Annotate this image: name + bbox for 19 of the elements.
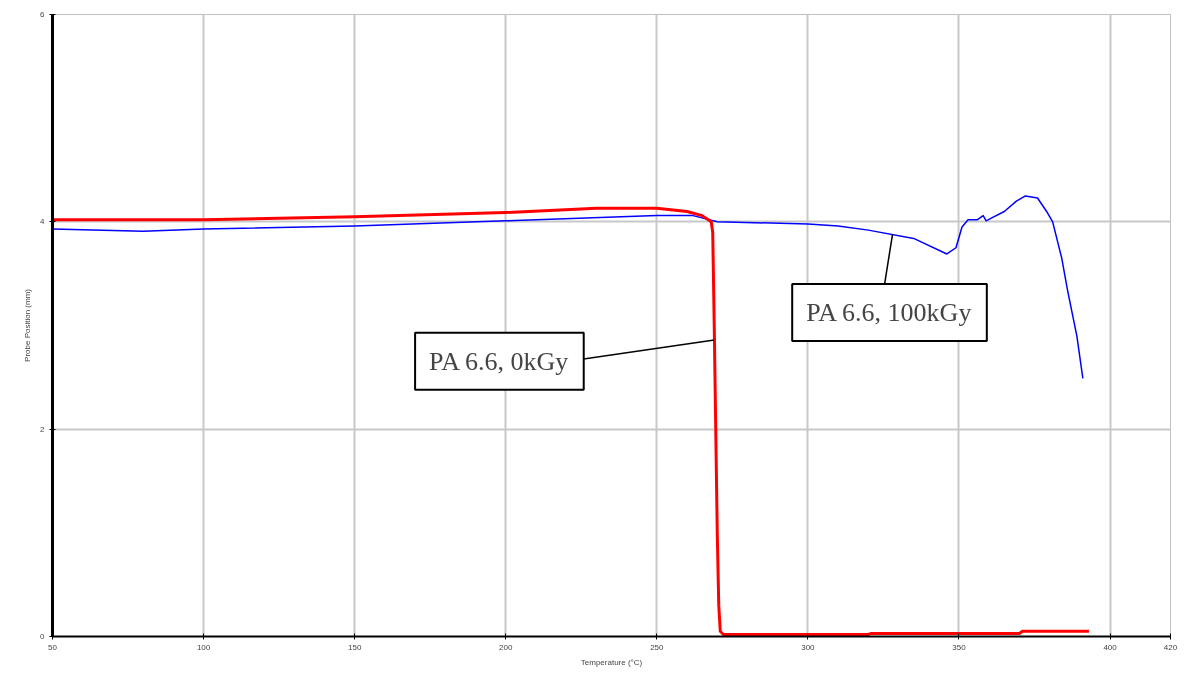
x-tick-label: 100 [196,642,211,652]
x-tick-label: 150 [347,642,362,652]
x-tick-label: 200 [499,642,513,652]
y-tick-label: 6 [40,10,46,19]
x-tick-label: 300 [801,642,816,652]
y-tick-label: 4 [40,217,46,227]
x-axis-title: Temperature (°C) [580,657,643,667]
line-series [52,206,1091,636]
x-tick-label: 50 [48,642,58,652]
y-tick-label: 2 [40,424,46,434]
x-tick-label: 400 [1103,642,1118,652]
x-tick-label: 420 [1163,642,1178,652]
y-tick-label: 0 [40,632,46,641]
x-tick-label: 250 [650,642,665,652]
annotation: PA 6.6, 100kGy [806,298,972,328]
annotation: PA 6.6, 0kGy [429,346,569,376]
y-axis-title: Probe Position (mm) [23,288,33,362]
x-tick-label: 350 [952,642,967,652]
line-series [52,195,1084,380]
